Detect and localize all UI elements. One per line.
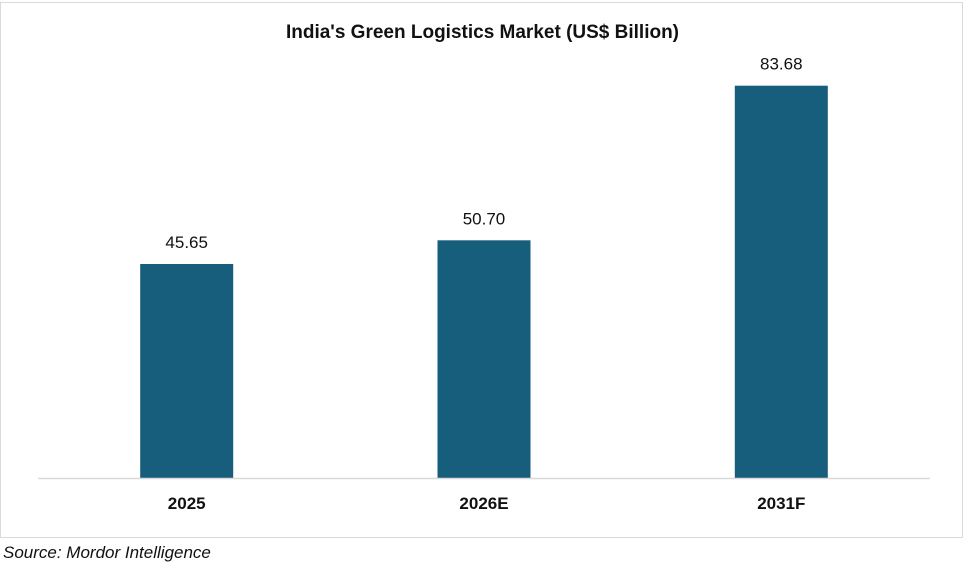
- x-tick-label-2026e: 2026E: [459, 494, 508, 513]
- data-label-2031f: 83.68: [760, 55, 803, 74]
- data-label-2026e: 50.70: [463, 209, 506, 228]
- bar-2026e: [437, 240, 531, 478]
- data-label-2025: 45.65: [165, 233, 208, 252]
- x-tick-label-2031f: 2031F: [757, 494, 805, 513]
- bar-2025: [140, 264, 234, 478]
- source-note: Source: Mordor Intelligence: [3, 543, 211, 562]
- chart-title: India's Green Logistics Market (US$ Bill…: [285, 22, 680, 43]
- bar-2031f: [734, 85, 828, 478]
- x-tick-label-2025: 2025: [168, 494, 206, 513]
